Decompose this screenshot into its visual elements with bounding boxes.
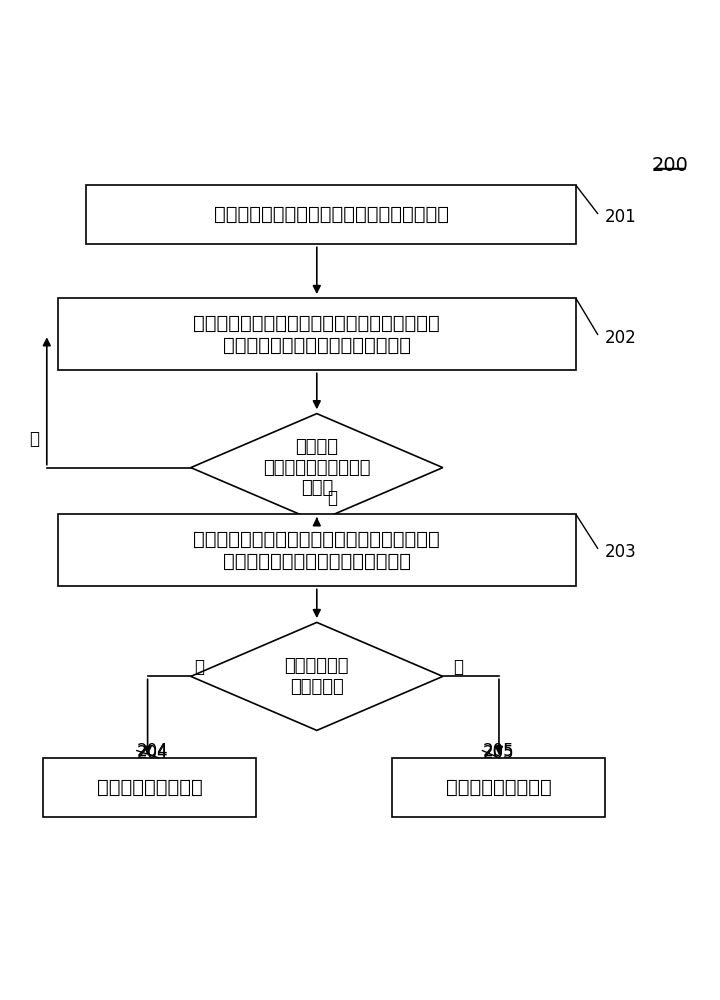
FancyBboxPatch shape [86,185,576,244]
Text: 204: 204 [137,744,168,762]
Polygon shape [191,622,443,730]
Text: 否: 否 [454,658,464,676]
Text: 已经获取
连续预定数目帧的点云
数据？: 已经获取 连续预定数目帧的点云 数据？ [263,438,371,497]
Text: 根据地图获取出口或入口处的抬杆所在的区域: 根据地图获取出口或入口处的抬杆所在的区域 [214,205,449,224]
FancyBboxPatch shape [58,298,576,370]
FancyBboxPatch shape [392,758,605,817]
Text: 是: 是 [194,658,204,676]
FancyBboxPatch shape [43,758,256,817]
Text: 202: 202 [605,329,636,347]
Text: 204: 204 [137,742,168,760]
Text: 状态满足预设
通行条件？: 状态满足预设 通行条件？ [284,657,349,696]
Text: 201: 201 [605,208,636,226]
Text: 是: 是 [328,489,338,507]
Text: 获取车辆移动过程中区域内的点云数据，基于点
云数据检测出抬杆的存在概率和角度: 获取车辆移动过程中区域内的点云数据，基于点 云数据检测出抬杆的存在概率和角度 [194,314,440,355]
Text: 根据在连续预定数目帧的点云数据中判断出的抬
杆的存在概率和角度判断抬杆的状态: 根据在连续预定数目帧的点云数据中判断出的抬 杆的存在概率和角度判断抬杆的状态 [194,530,440,571]
Text: 否: 否 [29,430,39,448]
FancyBboxPatch shape [58,514,576,586]
Text: 200: 200 [651,156,688,175]
Text: 输出允许通行的信息: 输出允许通行的信息 [96,778,202,797]
Text: 203: 203 [605,543,636,561]
Text: 205: 205 [482,744,514,762]
Text: 205: 205 [482,742,514,760]
Polygon shape [191,414,443,522]
Text: 输出禁止通行的信息: 输出禁止通行的信息 [446,778,552,797]
